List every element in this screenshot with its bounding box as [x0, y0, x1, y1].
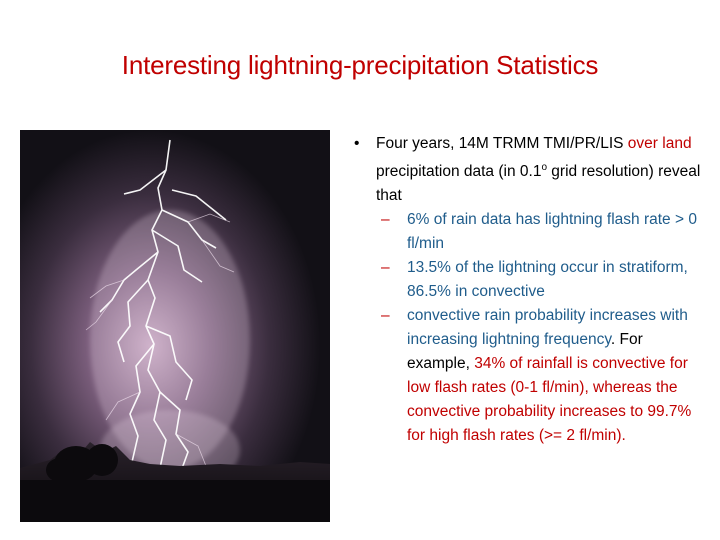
bullet-highlight: over land: [627, 135, 692, 152]
sub-bullet-highlight: 34% of rainfall is convective for low fl…: [407, 355, 692, 445]
bullet-text-cont: precipitation data (in 0.1: [376, 163, 542, 181]
degree-superscript: o: [541, 162, 547, 173]
sub-bullet-item: – 6% of rain data has lightning flash ra…: [345, 208, 705, 256]
bullet-text-end: grid resolution) reveal that: [376, 163, 701, 205]
sub-bullet-item: – 13.5% of the lightning occur in strati…: [345, 256, 705, 304]
lightning-photo: [20, 130, 330, 522]
bullet-text: Four years, 14M TRMM TMI/PR/LIS: [376, 135, 628, 152]
sub-bullet-marker: –: [381, 259, 390, 277]
sub-bullet-marker: –: [381, 211, 390, 229]
bullet-item: • Four years, 14M TRMM TMI/PR/LIS over l…: [345, 132, 705, 208]
lightning-photo-icon: [20, 130, 330, 522]
sub-bullet-item: – convective rain probability increases …: [345, 304, 705, 448]
sub-bullet-marker: –: [381, 307, 390, 325]
bullet-marker: •: [354, 135, 360, 152]
sub-bullet-text: 6% of rain data has lightning flash rate…: [407, 211, 697, 253]
bullet-list: • Four years, 14M TRMM TMI/PR/LIS over l…: [345, 132, 705, 448]
sub-bullet-text: convective rain probability increases wi…: [407, 307, 688, 349]
sub-bullet-text: 13.5% of the lightning occur in stratifo…: [407, 259, 688, 301]
sub-bullet-text-cont: . For example,: [407, 331, 643, 373]
slide-title: Interesting lightning-precipitation Stat…: [121, 50, 599, 80]
